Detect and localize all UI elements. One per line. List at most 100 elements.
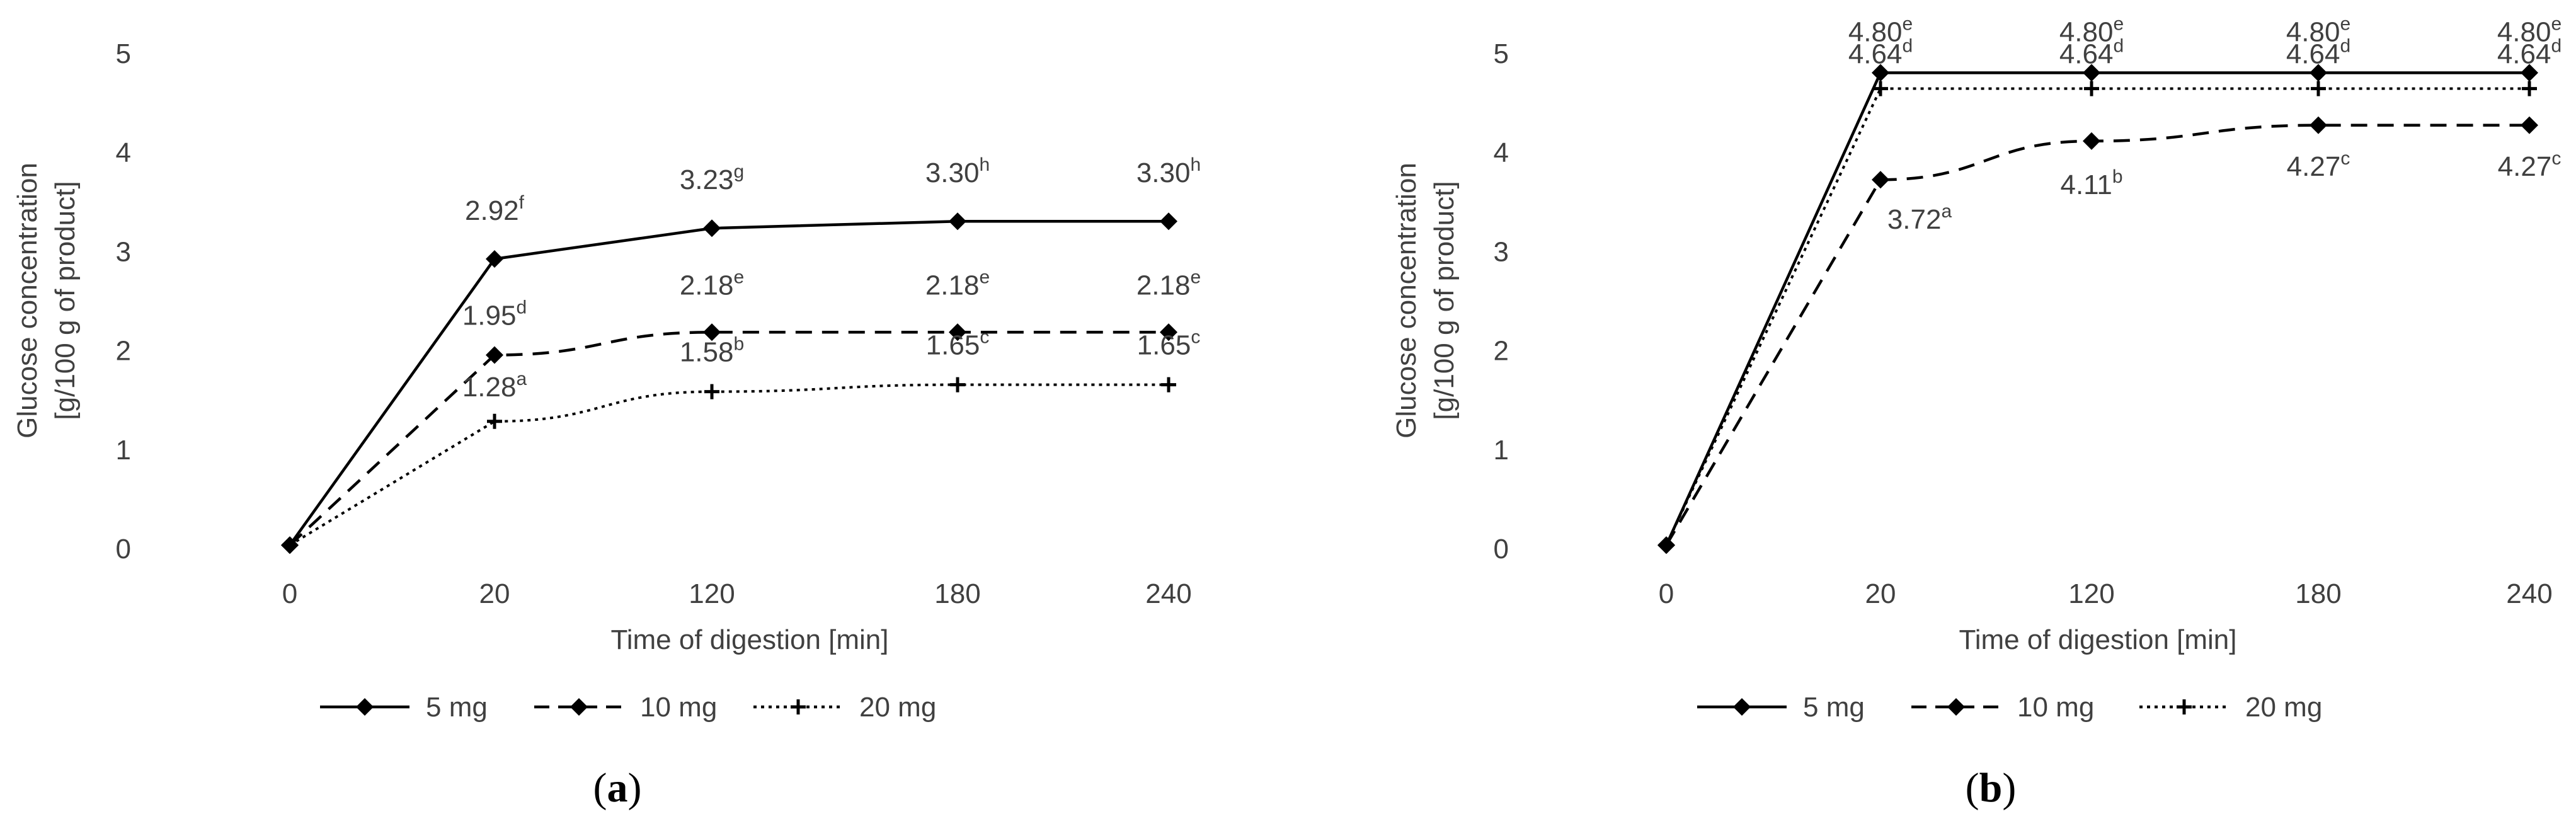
data-label: 4.80e: [2059, 13, 2124, 47]
legend-item: 10 mg: [1911, 692, 2094, 723]
data-label: 2.92f: [465, 192, 525, 226]
data-label: 4.64d: [1848, 36, 1913, 70]
series-20-mg: 4.64d 4.64d 4.64d 4.64d: [1659, 36, 2562, 553]
data-point: [950, 377, 965, 393]
data-label: 4.80e: [1848, 13, 1913, 47]
data-point: [1160, 323, 1177, 341]
x-tick-label: 0: [282, 578, 297, 609]
legend-marker: [1733, 698, 1751, 716]
legend-marker: [570, 698, 588, 716]
data-label: 4.64d: [2059, 36, 2124, 70]
series-10-mg: 1.95d 2.18e 2.18e 2.18e: [281, 267, 1201, 554]
legend: 5 mg 10 mg 20 mg: [1697, 692, 2322, 723]
x-tick-label: 120: [689, 578, 735, 609]
x-tick-label: 180: [934, 578, 980, 609]
x-axis-label: Time of digestion [min]: [1959, 624, 2237, 655]
data-point: [486, 250, 503, 268]
data-label: 4.27c: [2498, 148, 2562, 182]
data-label: 4.80e: [2286, 13, 2350, 47]
x-tick-label: 20: [479, 578, 510, 609]
data-point: [1160, 212, 1177, 231]
data-label: 1.65c: [926, 327, 990, 361]
legend-label: 20 mg: [859, 692, 936, 723]
data-point: [1873, 81, 1888, 96]
data-point: [2310, 64, 2327, 82]
data-label: 1.95d: [462, 297, 527, 331]
series-line: [289, 331, 1169, 546]
legend-label: 10 mg: [2017, 692, 2094, 723]
data-point: [487, 413, 502, 429]
legend-item: 10 mg: [534, 692, 717, 723]
data-point: [2084, 81, 2099, 96]
y-tick-label: 5: [1494, 38, 1509, 69]
chart-panel-a: 0 1 2 3 4 5 0 20 120 180 240 Glucose concentration[…: [12, 38, 1201, 811]
y-tick-label: 1: [116, 435, 131, 466]
legend-item: 20 mg: [753, 692, 936, 723]
series-line: [1665, 123, 2529, 546]
data-label: 3.30h: [1136, 154, 1201, 188]
data-point: [1659, 537, 1674, 553]
data-label: 2.18e: [1136, 267, 1201, 301]
x-axis-label: Time of digestion [min]: [611, 624, 889, 655]
data-label: 1.65c: [1137, 327, 1201, 361]
legend-marker: [1947, 698, 1965, 716]
y-tick-label: 3: [116, 236, 131, 267]
series-line: [1665, 87, 2529, 546]
x-tick-label: 20: [1865, 578, 1896, 609]
legend-label: 5 mg: [426, 692, 488, 723]
y-axis-label: Glucose concentration: [12, 163, 43, 439]
series-20-mg: 1.28a 1.58b 1.65c 1.65c: [282, 327, 1200, 553]
y-tick-label: 0: [116, 534, 131, 565]
legend-label: 5 mg: [1803, 692, 1865, 723]
y-tick-label: 2: [1494, 336, 1509, 367]
data-point: [2522, 81, 2537, 96]
series-line: [1664, 71, 2529, 546]
data-point: [2083, 132, 2100, 150]
data-point: [704, 384, 719, 399]
data-point: [1161, 377, 1176, 393]
legend: 5 mg 10 mg 20 mg: [320, 692, 936, 723]
y-tick-label: 5: [116, 38, 131, 69]
legend-marker: [2177, 699, 2192, 714]
y-tick-label: 1: [1494, 435, 1509, 466]
data-label: 3.72a: [1887, 201, 1952, 235]
panel-label: (a): [593, 765, 642, 811]
data-point: [1872, 171, 1889, 189]
data-label: 1.28a: [462, 369, 527, 403]
data-point: [2521, 64, 2538, 82]
x-tick-label: 0: [1659, 578, 1674, 609]
x-tick-label: 180: [2295, 578, 2341, 609]
legend-label: 10 mg: [640, 692, 717, 723]
legend-marker: [791, 699, 806, 714]
data-point: [949, 212, 966, 231]
y-tick-label: 4: [116, 137, 131, 168]
y-tick-label: 3: [1494, 236, 1509, 267]
legend-label: 20 mg: [2245, 692, 2322, 723]
data-label: 3.30h: [925, 154, 990, 188]
legend-item: 5 mg: [320, 692, 488, 723]
data-label: 4.27c: [2287, 148, 2350, 182]
y-tick-label: 2: [116, 336, 131, 367]
data-point: [2310, 116, 2327, 134]
legend-item: 5 mg: [1697, 692, 1865, 723]
legend-marker: [356, 698, 374, 716]
data-point: [2521, 116, 2538, 134]
data-point: [1872, 64, 1889, 82]
legend-item: 20 mg: [2139, 692, 2322, 723]
x-tick-label: 240: [1145, 578, 1191, 609]
y-tick-label: 0: [1494, 534, 1509, 565]
data-point: [282, 537, 297, 553]
data-label: 2.18e: [680, 267, 744, 301]
data-point: [949, 323, 966, 341]
data-label: 4.80e: [2497, 13, 2562, 47]
data-label: 4.64d: [2286, 36, 2350, 70]
series-10-mg: 3.72a 4.11b 4.27c 4.27c: [1657, 116, 2562, 554]
data-label: 3.23g: [680, 161, 744, 195]
x-tick-label: 240: [2506, 578, 2552, 609]
data-point: [2311, 81, 2326, 96]
y-axis-label: [g/100 g of product]: [50, 181, 81, 420]
data-label: 4.11b: [2060, 166, 2122, 200]
data-point: [703, 219, 721, 238]
data-point: [2083, 64, 2100, 82]
